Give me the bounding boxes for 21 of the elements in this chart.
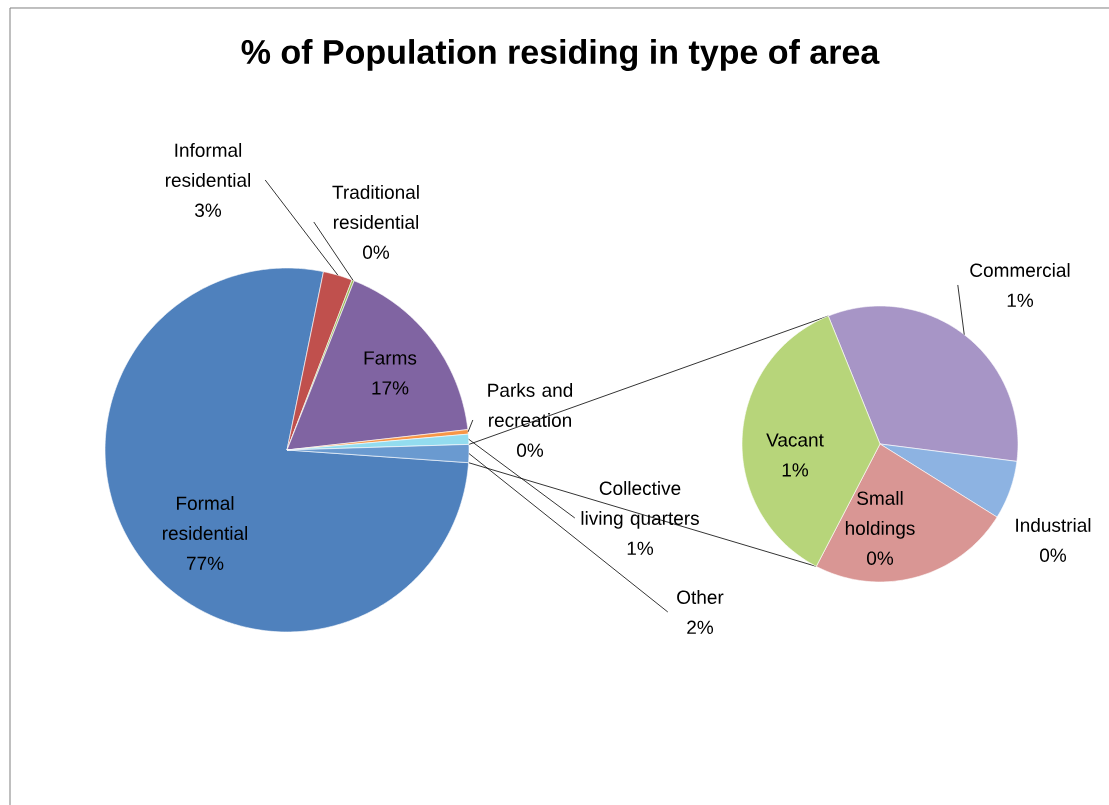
data-label: 1% <box>782 463 809 477</box>
slice-label: Industrial <box>1016 518 1091 532</box>
data-label: 3% <box>194 203 222 217</box>
data-label: 0% <box>867 551 894 565</box>
slice-label: Other <box>677 590 724 604</box>
slice-label: Vacant <box>766 433 824 447</box>
data-label: 0% <box>517 443 544 457</box>
data-label: 1% <box>627 541 654 555</box>
data-label: 0% <box>1040 548 1067 562</box>
slice-label: Informal residential <box>165 143 251 187</box>
data-label: 77% <box>186 556 224 570</box>
slice-label: Farms <box>364 351 417 365</box>
slice-label: Commercial <box>970 263 1070 277</box>
data-label: 2% <box>687 620 714 634</box>
slice-label: Small holdings <box>845 491 915 539</box>
data-label: 0% <box>363 245 390 259</box>
chart-title: % of Population residing in type of area <box>241 39 880 71</box>
slice-label: Formal residential <box>162 496 248 540</box>
data-label: 1% <box>1007 293 1034 307</box>
slice-label: Traditional residential <box>332 185 419 229</box>
data-label: 17% <box>372 381 409 395</box>
